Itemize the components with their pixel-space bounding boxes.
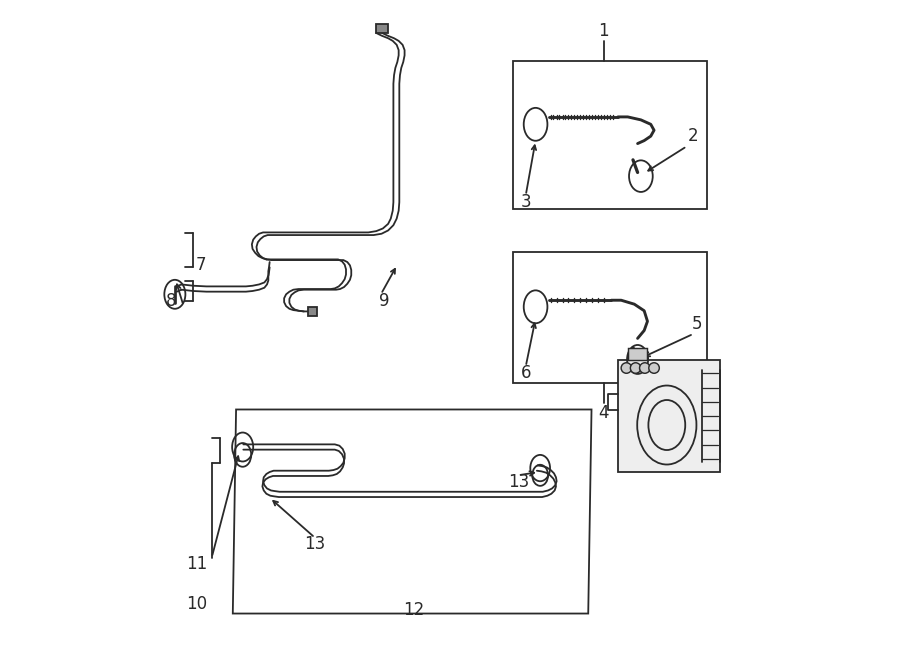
Text: 10: 10 — [186, 595, 207, 613]
Circle shape — [630, 363, 641, 373]
Text: 5: 5 — [691, 315, 702, 333]
Bar — [628, 348, 647, 360]
Text: 2: 2 — [688, 128, 699, 145]
Circle shape — [621, 363, 632, 373]
Text: 9: 9 — [379, 292, 390, 310]
Bar — [512, 61, 706, 209]
Bar — [376, 24, 388, 33]
Bar — [617, 360, 720, 472]
Circle shape — [649, 363, 660, 373]
Text: 7: 7 — [195, 256, 206, 274]
Text: 3: 3 — [520, 193, 531, 211]
Text: 1: 1 — [598, 22, 609, 40]
Bar — [512, 252, 706, 383]
Text: 11: 11 — [186, 555, 207, 573]
Circle shape — [640, 363, 650, 373]
Text: 13: 13 — [304, 535, 326, 553]
Text: 6: 6 — [520, 364, 531, 382]
Text: 8: 8 — [166, 292, 176, 310]
Text: 4: 4 — [598, 404, 609, 422]
Bar — [308, 307, 317, 316]
Text: 13: 13 — [508, 473, 530, 491]
Text: 12: 12 — [403, 602, 425, 619]
